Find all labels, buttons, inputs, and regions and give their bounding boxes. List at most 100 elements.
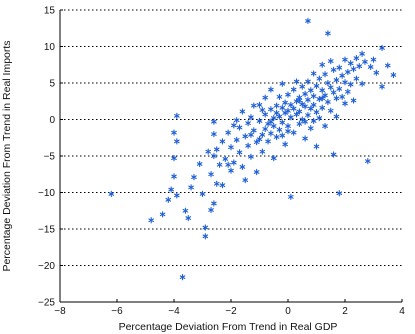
data-point [285,122,291,130]
x-tick-label: −2 [225,306,237,317]
x-tick-label: 4 [399,306,405,317]
data-point [188,184,194,191]
data-point [322,122,328,130]
data-point [216,161,223,168]
data-point [310,92,317,100]
data-point [290,129,297,136]
data-point [342,56,348,63]
data-point [356,63,363,70]
data-point [253,168,260,176]
data-point [390,71,397,79]
data-point [248,153,254,160]
data-point [108,190,115,198]
data-point [327,84,334,91]
data-point [259,148,266,155]
data-point [336,85,343,92]
data-point [262,94,269,101]
data-point [293,78,300,85]
data-point [148,217,155,224]
data-point [273,109,280,117]
x-tick-label: −8 [54,306,66,317]
data-point [305,96,311,103]
y-tick-label: −10 [38,188,55,199]
data-point [333,113,340,120]
data-point [202,233,209,240]
data-point [313,109,320,116]
data-point [202,224,209,231]
data-point [339,93,345,101]
data-point [268,130,274,137]
data-point [248,131,254,138]
data-point [211,200,217,207]
data-point [174,192,180,199]
data-point [350,65,357,73]
data-point [225,161,231,168]
data-point [174,138,180,145]
y-tick-label: −20 [38,261,55,272]
data-point [199,190,206,198]
data-point [279,104,286,111]
data-point [256,101,263,109]
y-tick-label: −25 [38,298,55,309]
data-point [174,112,180,119]
axes [59,9,403,303]
data-point [231,159,237,166]
data-point [302,90,308,98]
data-point [325,98,331,106]
data-point [213,146,220,153]
y-axis-title: Percentage Deviation From Trend in Real … [1,40,13,271]
data-point [270,122,277,130]
data-point [239,108,246,115]
data-point [205,148,212,155]
data-point [182,207,189,214]
data-point [233,136,240,144]
data-point [268,86,274,93]
x-tick-label: −4 [168,306,180,317]
data-point [208,206,214,214]
data-point [262,125,269,133]
data-point [296,108,303,115]
data-point [296,97,303,104]
data-point [211,118,217,125]
data-point [279,119,286,126]
y-tick-label: −15 [38,225,55,236]
data-point [364,157,371,165]
data-point [347,81,354,88]
y-tick-label: 0 [49,115,55,126]
data-point [316,114,323,122]
data-point [231,122,237,129]
data-point [307,87,314,94]
data-point [370,56,377,63]
data-point [302,103,308,110]
data-point [322,92,328,99]
data-point [259,106,266,114]
data-point [296,120,303,128]
data-point [307,125,314,132]
data-point [191,174,197,181]
data-point [270,155,277,162]
data-point [282,141,288,148]
data-point [233,117,240,124]
data-point [313,143,320,150]
data-point [171,155,177,162]
data-point [276,126,283,133]
data-point [319,95,326,102]
data-point [262,111,269,118]
data-point [339,72,345,79]
data-point [353,55,360,62]
y-tick-label: −5 [44,152,56,163]
data-point [242,133,249,140]
data-point [288,101,294,109]
data-point [288,193,294,201]
data-point [290,105,297,112]
data-point [282,99,288,106]
data-point [290,86,297,93]
data-point [211,130,217,138]
data-point [347,60,354,67]
data-point [353,75,360,82]
data-point [305,111,311,119]
data-point [359,50,365,57]
data-point [265,138,271,145]
data-point [342,100,348,107]
data-point [293,98,300,105]
